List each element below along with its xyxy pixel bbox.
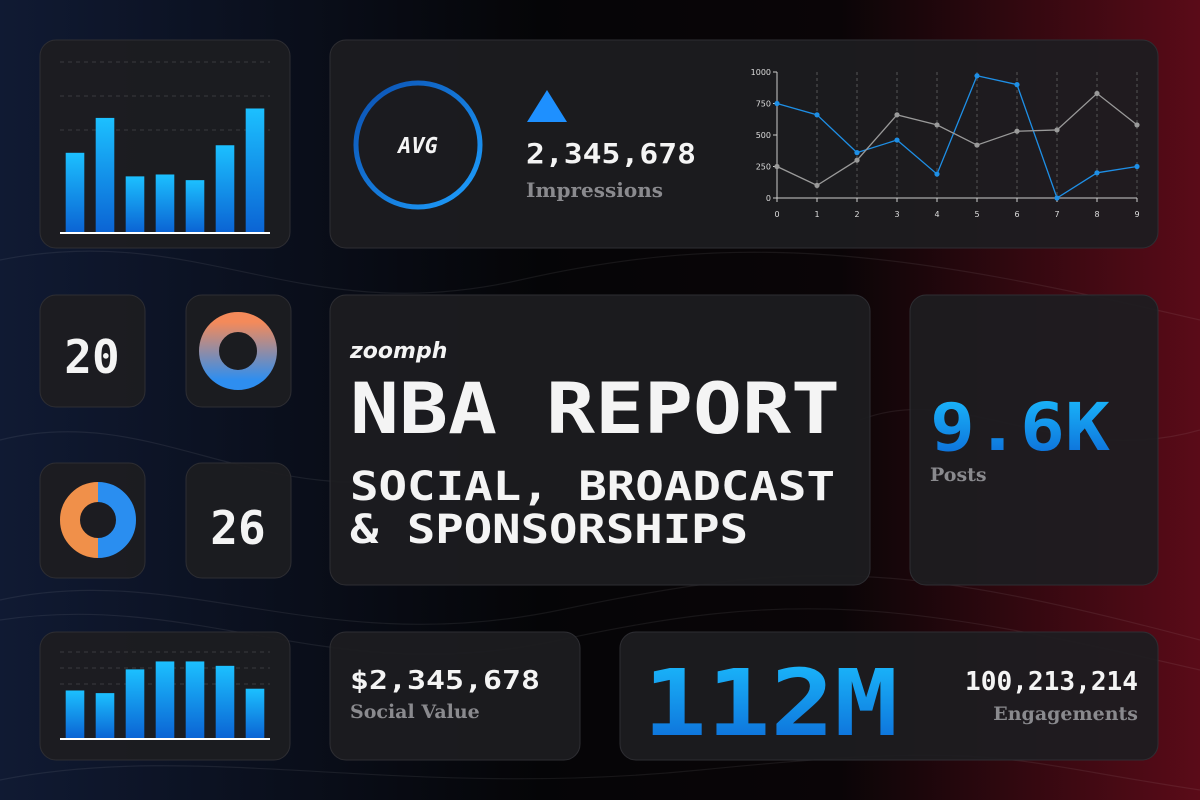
avg-badge: AVG — [396, 134, 438, 159]
x-tick-label: 1 — [814, 210, 819, 219]
y-tick-label: 500 — [756, 131, 771, 140]
y-tick-label: 0 — [766, 194, 771, 203]
bar — [245, 108, 265, 232]
impressions-value: 2,345,678 — [526, 137, 696, 170]
x-tick-label: 3 — [894, 210, 899, 219]
point — [774, 100, 780, 107]
social-value-label: Social Value — [350, 701, 480, 723]
point — [774, 163, 780, 170]
point — [974, 73, 980, 79]
bar — [155, 174, 175, 232]
posts-card — [909, 294, 1159, 586]
up-arrow — [527, 90, 567, 122]
series-line — [776, 75, 1138, 199]
donut-segment — [60, 482, 99, 558]
bar — [185, 180, 205, 232]
x-tick-label: 5 — [974, 210, 979, 219]
social-value-card — [329, 631, 581, 761]
engagements-label: Engagements — [993, 703, 1138, 725]
bar — [95, 117, 115, 232]
y-tick-label: 250 — [756, 163, 771, 172]
point — [1054, 127, 1060, 133]
bar — [65, 152, 85, 232]
point — [1054, 195, 1060, 201]
x-tick-label: 7 — [1054, 210, 1059, 219]
point — [1134, 122, 1140, 128]
x-tick-label: 6 — [1014, 210, 1019, 219]
bar — [95, 693, 115, 738]
x-tick-label: 9 — [1134, 210, 1139, 219]
point — [1094, 170, 1100, 176]
tile — [39, 294, 146, 408]
point — [1014, 82, 1020, 88]
series-line — [776, 92, 1138, 187]
point — [934, 171, 940, 177]
bar — [185, 661, 205, 738]
bar — [215, 665, 235, 738]
point — [1094, 90, 1100, 97]
engagements-value: 100,213,214 — [965, 667, 1138, 697]
donut — [199, 312, 277, 390]
point — [894, 112, 900, 118]
x-tick-label: 8 — [1094, 210, 1099, 219]
point — [974, 142, 980, 148]
point — [934, 122, 940, 128]
point — [1014, 128, 1020, 134]
bar — [65, 690, 85, 738]
avg-ring — [353, 80, 483, 210]
impressions-card — [329, 39, 1159, 249]
bar — [155, 661, 175, 738]
bar-chart — [60, 651, 270, 740]
bar — [125, 176, 145, 232]
point — [814, 182, 820, 188]
impressions-label: Impressions — [526, 178, 663, 202]
engagements-card — [619, 631, 1159, 761]
tile-number: 20 — [64, 330, 119, 384]
posts-label: Posts — [930, 464, 987, 486]
posts-value: 9.6K — [930, 389, 1110, 466]
brand: zoomph — [349, 339, 447, 364]
title-card — [329, 294, 871, 586]
bar — [245, 688, 265, 738]
bar-chart — [60, 61, 270, 234]
title: NBA REPORT — [350, 368, 840, 450]
point — [854, 157, 860, 163]
bar — [215, 145, 235, 232]
subtitle: SOCIAL, BROADCAST — [350, 464, 835, 510]
point — [894, 137, 900, 143]
engagements-headline: 112M — [643, 650, 898, 757]
social-value: $2,345,678 — [350, 666, 540, 696]
x-tick-label: 4 — [934, 210, 939, 219]
subtitle: & SPONSORSHIPS — [350, 507, 748, 553]
point — [854, 150, 860, 156]
point — [814, 112, 820, 118]
tile-number: 26 — [210, 501, 265, 555]
y-tick-label: 750 — [756, 100, 771, 109]
y-tick-label: 1000 — [751, 68, 771, 77]
x-tick-label: 2 — [854, 210, 859, 219]
x-tick-label: 0 — [774, 210, 779, 219]
line-chart: 0 1 2 3 4 5 6 7 8 9 0 250 500 750 1000 — [751, 68, 1140, 219]
tile — [185, 462, 292, 579]
donut-segment — [97, 482, 136, 558]
point — [1134, 163, 1140, 170]
bar — [125, 669, 145, 738]
